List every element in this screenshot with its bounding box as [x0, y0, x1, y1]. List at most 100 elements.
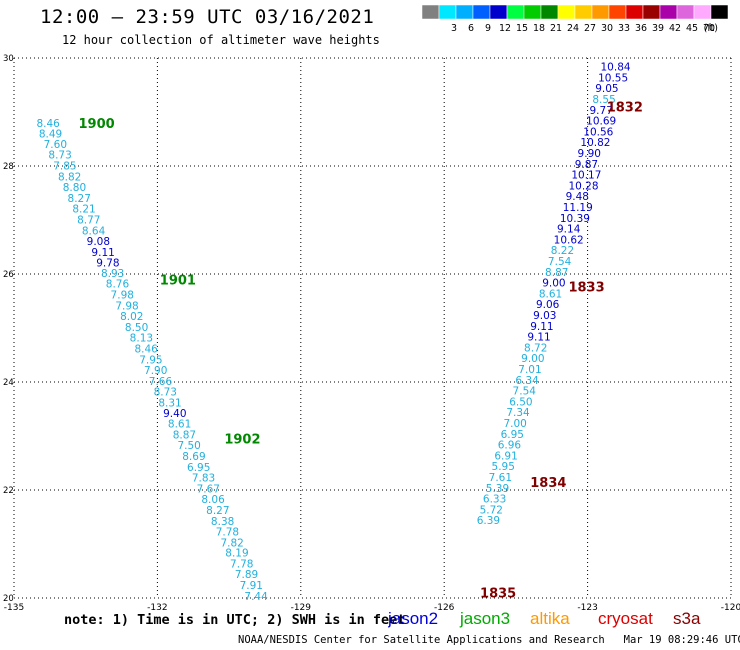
wave-height-value: 7.98 [111, 290, 134, 302]
wave-height-value: 9.03 [533, 310, 556, 322]
wave-height-value: 8.72 [524, 342, 547, 354]
wave-height-value: 9.48 [566, 191, 589, 203]
time-label: 1900 [79, 117, 115, 132]
wave-height-value: 9.11 [527, 332, 550, 344]
wave-height-value: 10.69 [586, 116, 616, 128]
wave-height-value: 6.34 [515, 375, 539, 387]
wave-height-value: 7.95 [139, 354, 162, 366]
legend-label: 9 [485, 23, 491, 34]
wave-height-value: 10.84 [601, 62, 631, 74]
legend-label: 15 [516, 23, 528, 34]
lat-tick-label: 20 [3, 594, 14, 604]
satellite-label-jason3: jason3 [459, 609, 510, 628]
satellite-label-cryosat: cryosat [598, 609, 653, 628]
wave-height-value: 8.21 [72, 204, 95, 216]
wave-height-value: 9.05 [595, 83, 618, 95]
wave-height-value: 10.82 [580, 137, 610, 149]
lat-tick-label: 24 [3, 378, 14, 388]
legend-label: 18 [533, 23, 545, 34]
time-label: 1834 [530, 476, 566, 491]
wave-height-value: 8.50 [125, 322, 148, 334]
wave-height-value: 9.11 [530, 321, 553, 333]
legend-label: 39 [652, 23, 664, 34]
wave-height-value: 8.22 [551, 245, 574, 257]
wave-height-value: 6.95 [501, 429, 524, 441]
footer-timestamp: Mar 19 08:29:46 UTC 2021 [623, 634, 740, 646]
color-legend: 3 6 9 12 15 18 21 24 27 30 33 36 39 42 45 70(ft) [422, 5, 729, 34]
wave-height-value: 10.55 [598, 72, 628, 84]
wave-height-value: 8.80 [63, 182, 86, 194]
legend-label: 27 [584, 23, 596, 34]
legend-label: 12 [499, 23, 511, 34]
wave-height-value: 9.06 [536, 299, 560, 311]
wave-height-value: 9.78 [96, 258, 119, 270]
wave-height-value: 9.14 [557, 224, 581, 236]
wave-height-value: 7.89 [235, 569, 258, 581]
lat-tick-label: 22 [3, 486, 14, 496]
wave-height-value: 8.13 [130, 333, 153, 345]
lon-tick-label: -123 [577, 603, 597, 612]
wave-height-value: 8.55 [592, 94, 615, 106]
lat-tick-label: 30 [3, 54, 14, 64]
satellite-label-altika: altika [530, 609, 570, 628]
time-label: 1901 [160, 273, 196, 288]
wave-height-value: 7.90 [144, 365, 167, 377]
wave-height-value: 10.17 [571, 170, 601, 182]
legend-label: 6 [468, 23, 474, 34]
legend-label: 36 [635, 23, 647, 34]
wave-height-value: 6.50 [509, 396, 532, 408]
wave-height-value: 7.78 [216, 527, 239, 539]
legend-label: 70 [703, 23, 715, 34]
legend-label: 42 [669, 23, 681, 34]
footer: NOAA/NESDIS Center for Satellite Applica… [238, 634, 740, 646]
wave-height-value: 8.93 [101, 268, 124, 280]
lat-tick-label: 26 [3, 270, 14, 280]
note-text: note: 1) Time is in UTC; 2) SWH is in fe… [64, 612, 406, 628]
wave-height-value: 7.50 [177, 440, 200, 452]
wave-height-value: 9.77 [590, 105, 613, 117]
wave-height-value: 8.82 [58, 171, 81, 183]
legend-label: 30 [601, 23, 613, 34]
wave-height-value: 8.73 [48, 150, 71, 162]
legend-swatch [710, 5, 729, 20]
wave-height-value: 5.72 [480, 504, 503, 516]
wave-height-value: 9.40 [163, 408, 186, 420]
satellite-label-s3a: s3a [673, 609, 701, 628]
legend-unit: (ft) [704, 23, 718, 34]
page-subtitle: 12 hour collection of altimeter wave hei… [62, 33, 380, 47]
wave-height-value: 8.87 [545, 267, 568, 279]
legend-label: 45 [686, 23, 698, 34]
wave-height-value: 10.56 [583, 126, 613, 138]
time-label: 1833 [568, 280, 604, 295]
page-title: 12:00 – 23:59 UTC 03/16/2021 [40, 6, 375, 28]
wave-height-value: 8.49 [39, 129, 62, 141]
wave-height-value: 7.54 [513, 386, 537, 398]
wave-height-value: 8.02 [120, 311, 143, 323]
satellite-legend: jason2 jason3 altika cryosat s3a [388, 609, 701, 628]
legend-label: 24 [567, 23, 579, 34]
wave-height-value: 7.85 [53, 160, 76, 172]
wave-height-value: 8.69 [182, 451, 205, 463]
legend-label: 3 [451, 23, 457, 34]
footer-source: NOAA/NESDIS Center for Satellite Applica… [238, 634, 605, 646]
wave-height-value: 9.08 [87, 236, 110, 248]
legend-label: 21 [550, 23, 562, 34]
wave-height-value: 8.31 [158, 398, 181, 410]
wave-height-value: 9.87 [575, 159, 598, 171]
wave-height-value: 8.87 [173, 429, 196, 441]
wave-height-value: 5.95 [492, 461, 515, 473]
wave-height-value: 8.27 [68, 193, 91, 205]
wave-height-value: 7.54 [548, 256, 572, 268]
wave-height-value: 8.19 [225, 548, 248, 560]
wave-height-value: 8.76 [106, 279, 130, 291]
wave-height-value: 6.95 [187, 462, 210, 474]
time-label: 1902 [224, 433, 260, 448]
wave-height-value: 9.90 [578, 148, 601, 160]
wave-height-value: 8.64 [82, 225, 106, 237]
wave-height-value: 6.91 [494, 450, 517, 462]
lon-tick-label: -129 [291, 603, 312, 612]
wave-height-value: 7.82 [220, 537, 243, 549]
wave-height-value: 10.28 [568, 180, 598, 192]
wave-height-value: 8.61 [168, 419, 191, 431]
wave-height-value: 8.77 [77, 214, 100, 226]
